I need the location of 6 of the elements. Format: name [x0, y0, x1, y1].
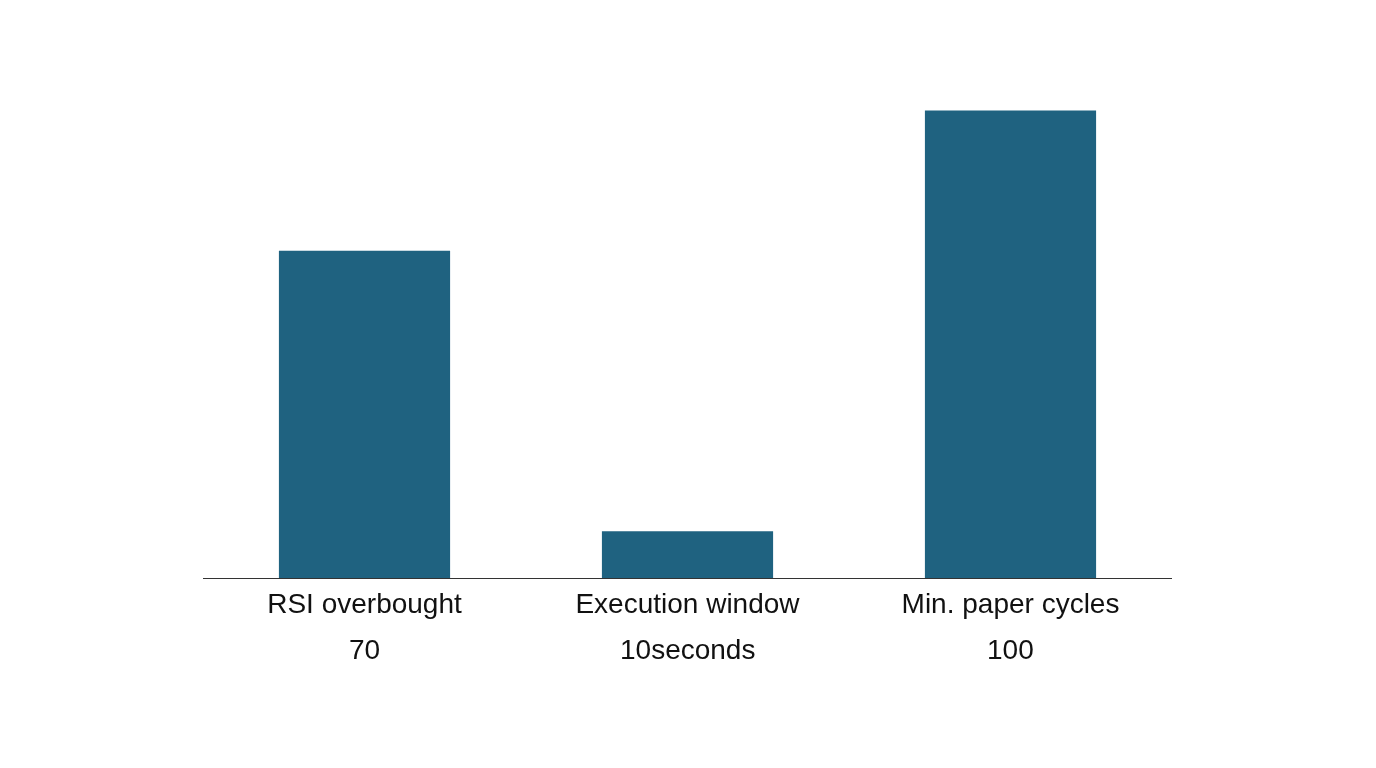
x-tick-label: Min. paper cycles	[901, 587, 1120, 619]
data-label: 10seconds	[620, 634, 756, 665]
data-label: 100	[987, 634, 1034, 665]
data-label: 70	[349, 634, 381, 665]
x-tick-label: RSI overbought	[267, 587, 462, 619]
x-tick-label: Execution window	[575, 587, 801, 619]
